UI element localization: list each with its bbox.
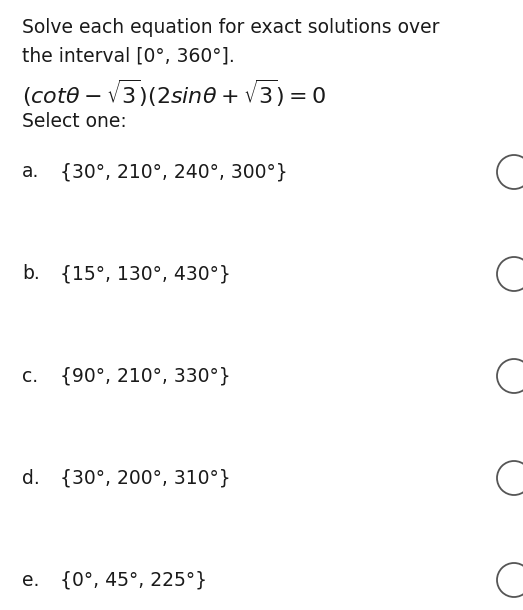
Text: a.: a. [22,162,39,182]
Text: {30°, 210°, 240°, 300°}: {30°, 210°, 240°, 300°} [60,162,288,182]
Text: {15°, 130°, 430°}: {15°, 130°, 430°} [60,265,231,284]
Text: d.: d. [22,468,40,487]
Text: {30°, 200°, 310°}: {30°, 200°, 310°} [60,468,231,487]
Text: b.: b. [22,265,40,284]
Text: Solve each equation for exact solutions over: Solve each equation for exact solutions … [22,18,439,37]
Text: Select one:: Select one: [22,112,127,131]
Text: c.: c. [22,367,38,386]
Text: e.: e. [22,570,39,589]
Text: {90°, 210°, 330°}: {90°, 210°, 330°} [60,367,231,386]
Text: {0°, 45°, 225°}: {0°, 45°, 225°} [60,570,207,589]
Text: the interval [0°, 360°].: the interval [0°, 360°]. [22,46,235,65]
Text: $(\mathit{cot}\theta - \sqrt{3})(2\mathit{sin}\theta + \sqrt{3}) = 0$: $(\mathit{cot}\theta - \sqrt{3})(2\mathi… [22,78,326,109]
